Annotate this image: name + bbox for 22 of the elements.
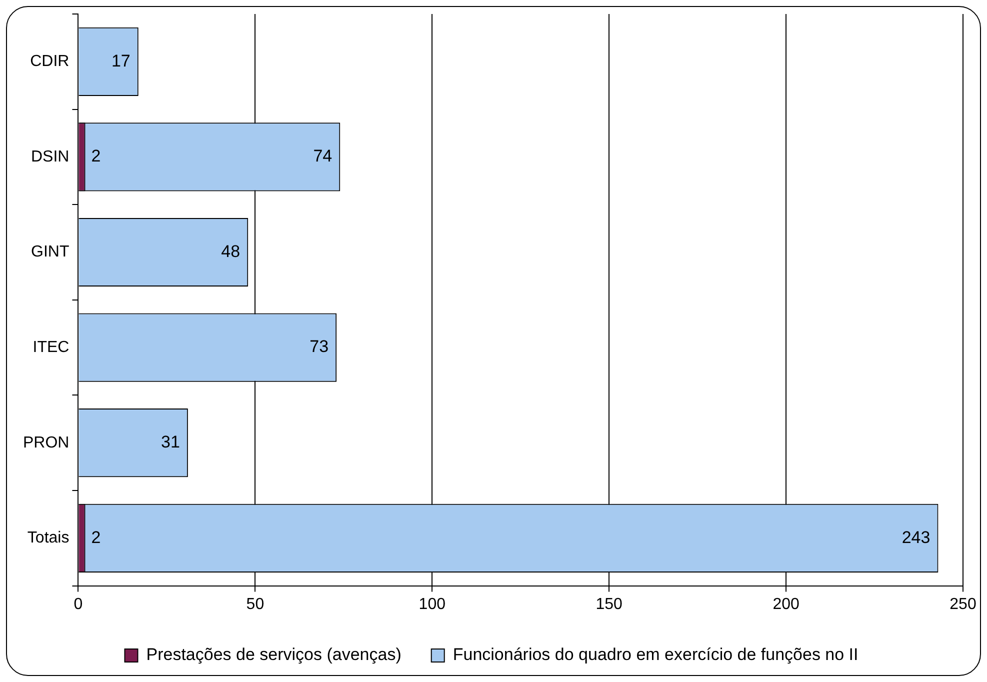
x-tick-label: 250 bbox=[950, 596, 976, 613]
data-label: 74 bbox=[313, 146, 332, 166]
y-tick-label: GINT bbox=[31, 244, 70, 261]
data-label: 2 bbox=[91, 146, 101, 166]
data-label: 73 bbox=[310, 337, 329, 356]
x-tick-label: 50 bbox=[246, 596, 264, 613]
data-label: 31 bbox=[161, 432, 180, 452]
legend-label: Funcionários do quadro em exercício de funções no II bbox=[452, 645, 858, 664]
y-tick-label: DSIN bbox=[30, 148, 70, 166]
data-label: 2 bbox=[91, 528, 101, 547]
y-tick-label: ITEC bbox=[32, 338, 70, 356]
data-label: 17 bbox=[111, 51, 130, 70]
legend-label: Prestações de serviços (avenças) bbox=[146, 645, 402, 664]
x-tick-label: 200 bbox=[772, 596, 800, 613]
x-tick-label: 0 bbox=[74, 596, 83, 613]
y-tick-label: CDIR bbox=[30, 53, 70, 70]
x-tick-label: 150 bbox=[596, 596, 623, 613]
y-tick-label: Totais bbox=[27, 530, 70, 547]
y-tick-label: PRON bbox=[22, 434, 70, 452]
data-label: 243 bbox=[902, 528, 930, 547]
data-label: 48 bbox=[221, 242, 240, 261]
x-tick-label: 100 bbox=[418, 596, 446, 613]
